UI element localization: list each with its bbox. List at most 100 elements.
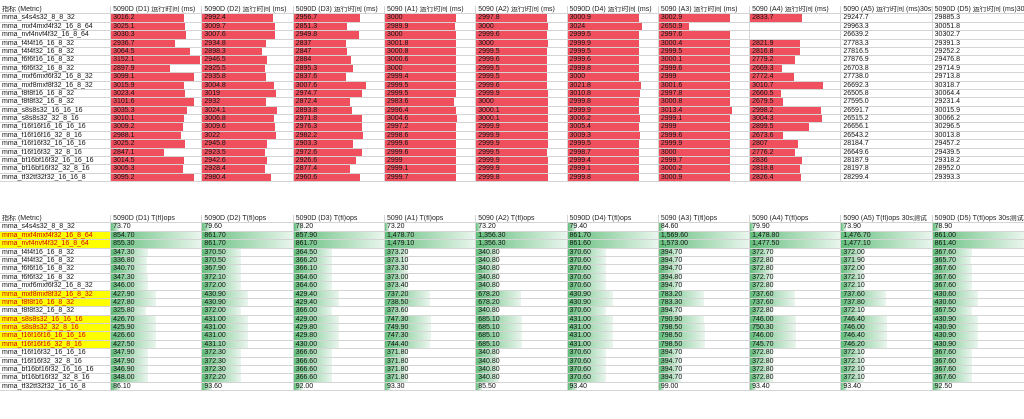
column-header[interactable]: 5090 (A1) T(fl)ops bbox=[384, 215, 477, 224]
value-cell[interactable]: 340.80 bbox=[476, 273, 568, 283]
value-cell[interactable]: 28952.0 bbox=[932, 165, 1024, 174]
value-cell[interactable]: 3006.8 bbox=[202, 115, 294, 124]
value-cell[interactable]: 372.80 bbox=[750, 307, 842, 316]
value-cell[interactable]: 2999.8 bbox=[476, 173, 568, 183]
value-cell[interactable]: 3000 bbox=[384, 64, 477, 74]
value-cell[interactable]: 2821.9 bbox=[750, 39, 842, 48]
value-cell[interactable]: 2999.6 bbox=[658, 131, 751, 141]
value-cell[interactable]: 364.50 bbox=[293, 248, 385, 257]
column-header[interactable]: 5090D (D3) T(fl)ops bbox=[293, 215, 385, 224]
value-cell[interactable]: 364.60 bbox=[293, 282, 385, 291]
value-cell[interactable]: 73.20 bbox=[476, 223, 568, 232]
metric-cell[interactable]: mma_f6f6f32_16_8_32 bbox=[0, 273, 112, 283]
column-header[interactable]: 5090D (D5) T(fl)ops 30s测试 bbox=[932, 215, 1024, 224]
column-header[interactable]: 5090D (D2) T(fl)ops bbox=[202, 215, 294, 224]
value-cell[interactable]: 78.20 bbox=[293, 223, 385, 232]
value-cell[interactable]: 373.20 bbox=[384, 248, 477, 257]
value-cell[interactable]: 3004.3 bbox=[750, 115, 842, 124]
metric-cell[interactable]: mma_f16f16f16_16_16_16 bbox=[0, 123, 112, 132]
value-cell[interactable]: 3000.9 bbox=[567, 14, 659, 23]
value-cell[interactable]: 2679.5 bbox=[750, 98, 842, 107]
value-cell[interactable]: 346.90 bbox=[111, 366, 203, 375]
value-cell[interactable]: 29885.3 bbox=[932, 14, 1024, 23]
metric-cell[interactable]: mma_f4f4f16_16_8_32 bbox=[0, 248, 112, 257]
value-cell[interactable]: 26703.8 bbox=[841, 64, 933, 74]
value-cell[interactable]: 28187.9 bbox=[841, 157, 933, 166]
metric-cell[interactable]: mma_s8s8s32_32_8_16 bbox=[0, 324, 112, 333]
value-cell[interactable]: 2999.5 bbox=[567, 47, 659, 57]
value-cell[interactable]: 372.80 bbox=[750, 265, 842, 274]
column-header[interactable]: 5090D (D5) 运行时间 (ms)30s测试 bbox=[932, 6, 1024, 15]
value-cell[interactable]: 3021.8 bbox=[567, 81, 659, 90]
value-cell[interactable]: 366.60 bbox=[293, 349, 385, 358]
value-cell[interactable]: 2999.6 bbox=[476, 81, 568, 90]
value-cell[interactable]: 365.70 bbox=[932, 256, 1024, 266]
value-cell[interactable]: 3000 bbox=[384, 31, 477, 40]
value-cell[interactable]: 93.30 bbox=[384, 382, 477, 392]
value-cell[interactable]: 30013.8 bbox=[932, 132, 1024, 141]
value-cell[interactable]: 431.00 bbox=[567, 324, 659, 333]
value-cell[interactable]: 2980.4 bbox=[202, 173, 294, 183]
value-cell[interactable]: 1,356.30 bbox=[476, 240, 568, 249]
value-cell[interactable]: 2999.8 bbox=[567, 64, 659, 74]
value-cell[interactable]: 857.90 bbox=[293, 231, 385, 241]
value-cell[interactable]: 367.50 bbox=[932, 307, 1024, 316]
value-cell[interactable]: 370.50 bbox=[202, 248, 294, 257]
value-cell[interactable]: 3000.8 bbox=[384, 47, 477, 57]
value-cell[interactable]: 26649.6 bbox=[841, 148, 933, 158]
value-cell[interactable]: 3024 bbox=[567, 22, 659, 32]
value-cell[interactable]: 2998.7 bbox=[567, 148, 659, 158]
column-header[interactable]: 5090D (D1) 运行时间 (ms) bbox=[111, 6, 203, 15]
value-cell[interactable]: 2971.8 bbox=[293, 115, 385, 124]
metric-cell[interactable]: mma_s8s8s32_16_16_16 bbox=[0, 106, 112, 116]
value-cell[interactable]: 798.50 bbox=[658, 324, 751, 333]
metric-cell[interactable]: mma_nvf4nvf4f32_16_8_64 bbox=[0, 240, 112, 249]
value-cell[interactable]: 3099.1 bbox=[111, 73, 203, 82]
value-cell[interactable]: 2925.5 bbox=[202, 64, 294, 74]
value-cell[interactable]: 340.80 bbox=[476, 357, 568, 367]
value-cell[interactable]: 367.60 bbox=[932, 273, 1024, 283]
value-cell[interactable]: 336.80 bbox=[111, 256, 203, 266]
value-cell[interactable]: 2999.6 bbox=[476, 31, 568, 40]
value-cell[interactable]: 2983.6 bbox=[384, 98, 477, 107]
value-cell[interactable]: 367.60 bbox=[932, 282, 1024, 291]
value-cell[interactable]: 2772.4 bbox=[750, 73, 842, 82]
value-cell[interactable]: 2999.5 bbox=[658, 47, 751, 57]
value-cell[interactable]: 29476.8 bbox=[932, 56, 1024, 65]
value-cell[interactable]: 861.70 bbox=[202, 240, 294, 249]
value-cell[interactable] bbox=[750, 22, 842, 32]
value-cell[interactable]: 746.00 bbox=[750, 315, 842, 325]
value-cell[interactable]: 427.80 bbox=[111, 298, 203, 308]
metric-cell[interactable]: mma_tf32tf32f32_16_16_8 bbox=[0, 382, 112, 392]
column-header[interactable]: 5090D (D4) 运行时间 (ms) bbox=[567, 6, 659, 15]
value-cell[interactable]: 2872.4 bbox=[293, 98, 385, 107]
metric-cell[interactable]: mma_f8f8f16_16_8_32 bbox=[0, 298, 112, 308]
metric-cell[interactable]: mma_f8f8f32_16_8_32 bbox=[0, 307, 112, 316]
value-cell[interactable]: 3000.4 bbox=[658, 39, 751, 48]
value-cell[interactable]: 373.40 bbox=[384, 282, 477, 291]
metric-cell[interactable]: mma_f16f16f16_32_8_16 bbox=[0, 340, 112, 350]
value-cell[interactable]: 2999.9 bbox=[476, 123, 568, 132]
value-cell[interactable]: 366.10 bbox=[293, 265, 385, 274]
value-cell[interactable]: 2997.2 bbox=[384, 123, 477, 132]
value-cell[interactable]: 737.80 bbox=[841, 298, 933, 308]
value-cell[interactable]: 93.40 bbox=[567, 382, 659, 392]
value-cell[interactable]: 3000 bbox=[476, 98, 568, 107]
value-cell[interactable]: 29247.7 bbox=[841, 14, 933, 23]
column-header[interactable]: 5090D (D4) T(fl)ops bbox=[567, 215, 659, 224]
value-cell[interactable]: 2999.7 bbox=[658, 157, 751, 166]
value-cell[interactable]: 1,356.30 bbox=[476, 231, 568, 241]
value-cell[interactable]: 340.70 bbox=[111, 265, 203, 274]
value-cell[interactable]: 1,477.50 bbox=[750, 240, 842, 249]
value-cell[interactable]: 29963.3 bbox=[841, 22, 933, 32]
value-cell[interactable]: 73.90 bbox=[841, 223, 933, 232]
value-cell[interactable]: 2816.8 bbox=[750, 47, 842, 57]
value-cell[interactable]: 373.00 bbox=[384, 273, 477, 283]
column-header[interactable]: 5090D (D1) T(fl)ops bbox=[111, 215, 203, 224]
metric-cell[interactable]: mma_s4s4s32_8_8_32 bbox=[0, 14, 112, 23]
value-cell[interactable]: 27595.0 bbox=[841, 98, 933, 107]
value-cell[interactable]: 798.50 bbox=[658, 332, 751, 341]
value-cell[interactable]: 2982.2 bbox=[293, 131, 385, 141]
metric-cell[interactable]: mma_f6f6f16_16_8_32 bbox=[0, 265, 112, 274]
value-cell[interactable]: 370.60 bbox=[567, 256, 659, 266]
